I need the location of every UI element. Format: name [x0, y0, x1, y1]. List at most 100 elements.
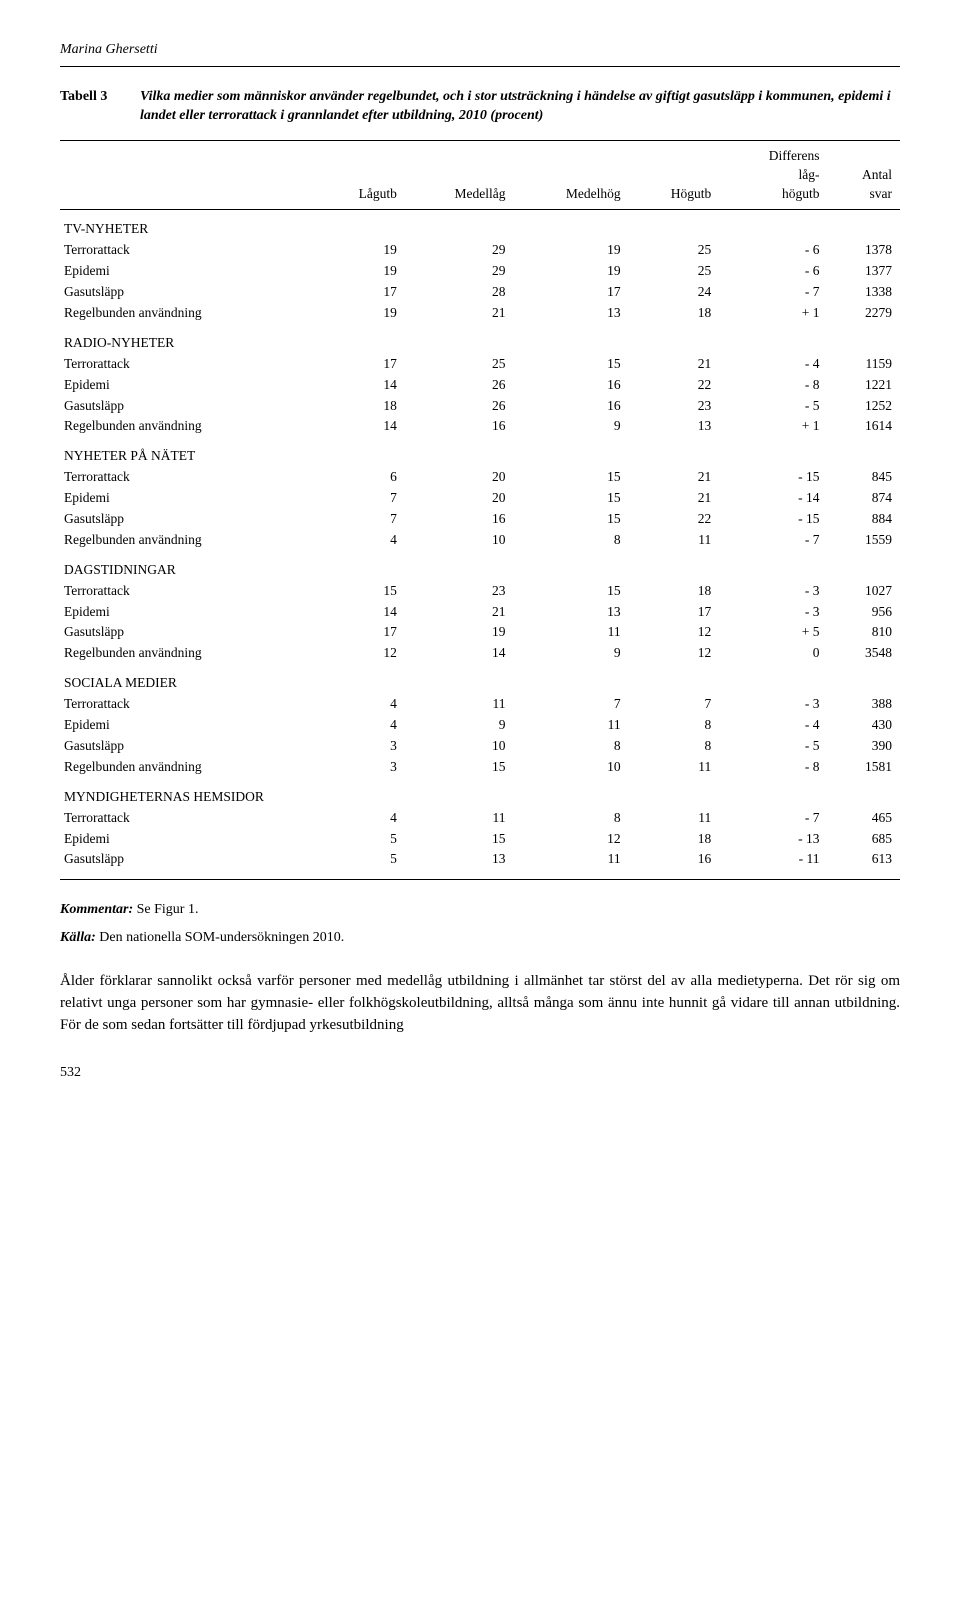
cell-value: - 4 [719, 354, 827, 375]
cell-value: 20 [405, 467, 514, 488]
cell-value: 5 [318, 849, 405, 879]
table-description: Vilka medier som människor använder rege… [140, 87, 900, 126]
cell-value: 18 [629, 303, 720, 324]
table-row: Regelbunden användning19211318+ 12279 [60, 303, 900, 324]
kommentar-line: Kommentar: Se Figur 1. [60, 900, 900, 920]
cell-value: 11 [405, 808, 514, 829]
cell-value: 12 [629, 643, 720, 664]
cell-value: 17 [318, 622, 405, 643]
cell-value: 7 [318, 488, 405, 509]
table-row: Terrorattack6201521- 15845 [60, 467, 900, 488]
cell-value: 845 [827, 467, 900, 488]
cell-value: 17 [514, 282, 629, 303]
table-row: Terrorattack15231518- 31027 [60, 581, 900, 602]
cell-value: 19 [318, 303, 405, 324]
cell-value: 21 [629, 488, 720, 509]
row-label: Terrorattack [60, 581, 318, 602]
table-row: Gasutsläpp17191112+ 5810 [60, 622, 900, 643]
row-label: Regelbunden användning [60, 757, 318, 778]
table-row: Terrorattack19291925- 61378 [60, 240, 900, 261]
table-row: Terrorattack17251521- 41159 [60, 354, 900, 375]
cell-value: - 8 [719, 375, 827, 396]
cell-value: + 5 [719, 622, 827, 643]
cell-value: 25 [629, 261, 720, 282]
row-label: Regelbunden användning [60, 416, 318, 437]
cell-value: 10 [405, 736, 514, 757]
cell-value: 1252 [827, 396, 900, 417]
cell-value: 7 [514, 694, 629, 715]
cell-value: 4 [318, 530, 405, 551]
section-name: DAGSTIDNINGAR [60, 551, 900, 581]
column-header: Differens låg- högutb [719, 140, 827, 210]
cell-value: 22 [629, 509, 720, 530]
cell-value: 3548 [827, 643, 900, 664]
cell-value: - 14 [719, 488, 827, 509]
row-label: Gasutsläpp [60, 736, 318, 757]
cell-value: - 7 [719, 530, 827, 551]
cell-value: 13 [405, 849, 514, 879]
table-row: Gasutsläpp17281724- 71338 [60, 282, 900, 303]
table-header: LågutbMedellågMedelhögHögutbDifferens lå… [60, 140, 900, 210]
column-header: Medelhög [514, 140, 629, 210]
row-label: Terrorattack [60, 240, 318, 261]
table-row: Gasutsläpp18261623- 51252 [60, 396, 900, 417]
cell-value: 1377 [827, 261, 900, 282]
column-header: Högutb [629, 140, 720, 210]
cell-value: 1027 [827, 581, 900, 602]
cell-value: - 11 [719, 849, 827, 879]
row-label: Gasutsläpp [60, 849, 318, 879]
cell-value: 12 [514, 829, 629, 850]
cell-value: - 6 [719, 240, 827, 261]
column-header: Antal svar [827, 140, 900, 210]
table-title-block: Tabell 3 Vilka medier som människor anvä… [60, 87, 900, 126]
section-name: RADIO-NYHETER [60, 324, 900, 354]
cell-value: 8 [514, 736, 629, 757]
cell-value: - 13 [719, 829, 827, 850]
cell-value: 884 [827, 509, 900, 530]
cell-value: 4 [318, 715, 405, 736]
cell-value: 388 [827, 694, 900, 715]
row-label: Epidemi [60, 602, 318, 623]
row-label: Epidemi [60, 488, 318, 509]
table-row: Regelbunden användning3151011- 81581 [60, 757, 900, 778]
cell-value: 465 [827, 808, 900, 829]
cell-value: 9 [514, 643, 629, 664]
row-label: Epidemi [60, 715, 318, 736]
cell-value: 18 [629, 829, 720, 850]
cell-value: - 5 [719, 736, 827, 757]
header-rule [60, 66, 900, 67]
cell-value: 8 [629, 715, 720, 736]
cell-value: 12 [629, 622, 720, 643]
cell-value: - 6 [719, 261, 827, 282]
section-name: TV-NYHETER [60, 210, 900, 240]
cell-value: 14 [405, 643, 514, 664]
cell-value: 12 [318, 643, 405, 664]
cell-value: - 8 [719, 757, 827, 778]
table-row: Regelbunden användning410811- 71559 [60, 530, 900, 551]
cell-value: 15 [514, 509, 629, 530]
cell-value: 11 [629, 808, 720, 829]
table-row: Epidemi7201521- 14874 [60, 488, 900, 509]
row-label: Epidemi [60, 829, 318, 850]
cell-value: 29 [405, 240, 514, 261]
cell-value: 10 [405, 530, 514, 551]
cell-value: 17 [629, 602, 720, 623]
section-name: MYNDIGHETERNAS HEMSIDOR [60, 778, 900, 808]
cell-value: 874 [827, 488, 900, 509]
cell-value: 19 [318, 240, 405, 261]
table-row: Regelbunden användning1416913+ 11614 [60, 416, 900, 437]
cell-value: 14 [318, 416, 405, 437]
cell-value: 1221 [827, 375, 900, 396]
kalla-line: Källa: Den nationella SOM-undersökningen… [60, 928, 900, 948]
cell-value: + 1 [719, 303, 827, 324]
table-row: Terrorattack411811- 7465 [60, 808, 900, 829]
cell-value: + 1 [719, 416, 827, 437]
cell-value: 17 [318, 354, 405, 375]
cell-value: 1581 [827, 757, 900, 778]
cell-value: 4 [318, 808, 405, 829]
cell-value: 26 [405, 396, 514, 417]
row-label: Terrorattack [60, 354, 318, 375]
cell-value: - 15 [719, 467, 827, 488]
table-row: Epidemi5151218- 13685 [60, 829, 900, 850]
cell-value: 9 [514, 416, 629, 437]
